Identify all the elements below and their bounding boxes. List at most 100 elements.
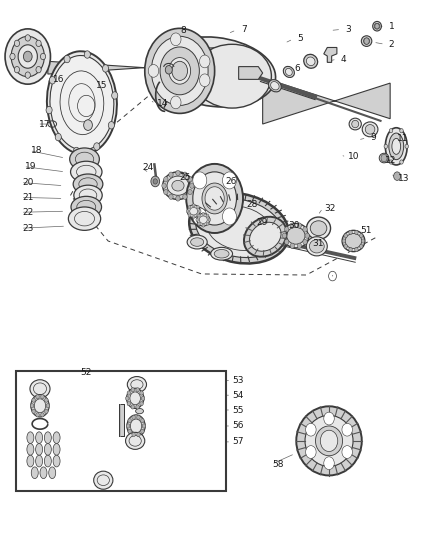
Text: 55: 55: [233, 406, 244, 415]
Ellipse shape: [71, 196, 102, 217]
Circle shape: [141, 396, 145, 400]
Circle shape: [208, 218, 211, 221]
Circle shape: [375, 23, 379, 29]
Text: 19: 19: [25, 162, 36, 171]
Circle shape: [192, 215, 195, 219]
Circle shape: [84, 51, 90, 58]
Ellipse shape: [53, 443, 60, 455]
Circle shape: [153, 179, 157, 184]
Text: 56: 56: [233, 422, 244, 431]
Circle shape: [186, 209, 189, 213]
Ellipse shape: [49, 467, 56, 479]
Ellipse shape: [286, 68, 292, 76]
Text: 51: 51: [360, 226, 371, 235]
Circle shape: [342, 446, 353, 458]
Text: 52: 52: [81, 368, 92, 377]
Circle shape: [41, 394, 44, 399]
Polygon shape: [158, 47, 254, 56]
Ellipse shape: [127, 415, 145, 437]
Circle shape: [360, 233, 363, 238]
Circle shape: [183, 172, 187, 177]
Circle shape: [344, 244, 347, 248]
Circle shape: [198, 222, 200, 225]
Text: 8: 8: [180, 27, 186, 36]
Circle shape: [148, 64, 159, 77]
Ellipse shape: [389, 133, 404, 160]
Circle shape: [36, 67, 41, 73]
Ellipse shape: [167, 176, 189, 195]
Ellipse shape: [196, 199, 283, 257]
Ellipse shape: [27, 455, 34, 467]
Text: 17: 17: [39, 119, 50, 128]
Ellipse shape: [68, 207, 101, 230]
Text: 25: 25: [179, 173, 191, 182]
Ellipse shape: [197, 213, 210, 226]
Text: 24: 24: [143, 163, 154, 172]
Circle shape: [223, 172, 237, 189]
Circle shape: [18, 45, 37, 68]
Circle shape: [32, 409, 35, 414]
Ellipse shape: [130, 392, 141, 405]
Circle shape: [131, 387, 134, 392]
Ellipse shape: [309, 240, 324, 253]
Circle shape: [303, 239, 307, 245]
Ellipse shape: [126, 432, 145, 449]
Circle shape: [305, 233, 309, 238]
Text: 54: 54: [233, 391, 244, 400]
Text: 13: 13: [399, 174, 410, 183]
Circle shape: [25, 35, 30, 41]
Text: 29: 29: [256, 219, 268, 228]
Text: 5: 5: [297, 35, 303, 44]
Circle shape: [132, 432, 135, 437]
Ellipse shape: [44, 443, 51, 455]
Circle shape: [202, 224, 205, 227]
Circle shape: [11, 36, 44, 77]
Ellipse shape: [250, 222, 281, 251]
Circle shape: [14, 40, 20, 46]
Circle shape: [197, 214, 199, 217]
Text: 22: 22: [22, 208, 33, 217]
Circle shape: [188, 176, 192, 182]
Text: 14: 14: [156, 99, 168, 108]
Circle shape: [36, 394, 39, 399]
Circle shape: [188, 206, 191, 209]
Ellipse shape: [349, 118, 361, 130]
Circle shape: [196, 218, 198, 221]
Ellipse shape: [73, 174, 103, 194]
Circle shape: [165, 66, 172, 74]
Circle shape: [131, 405, 134, 409]
Ellipse shape: [50, 55, 114, 150]
Text: 7: 7: [241, 26, 247, 35]
Circle shape: [384, 144, 388, 149]
Circle shape: [389, 128, 393, 133]
Ellipse shape: [70, 148, 99, 170]
Ellipse shape: [305, 415, 353, 466]
Text: 26: 26: [226, 177, 237, 186]
Circle shape: [199, 74, 210, 87]
Circle shape: [112, 92, 118, 99]
Text: 4: 4: [341, 55, 347, 63]
Text: 30: 30: [288, 221, 300, 230]
Circle shape: [320, 430, 338, 451]
Text: 11: 11: [397, 134, 408, 143]
Circle shape: [140, 391, 143, 395]
Text: 18: 18: [31, 146, 42, 155]
Ellipse shape: [186, 164, 243, 233]
Ellipse shape: [296, 406, 362, 475]
Ellipse shape: [127, 388, 144, 408]
Circle shape: [141, 418, 144, 423]
Circle shape: [297, 243, 301, 248]
Text: 20: 20: [22, 178, 33, 187]
Polygon shape: [324, 47, 337, 62]
Ellipse shape: [306, 237, 327, 256]
Ellipse shape: [361, 36, 372, 46]
Circle shape: [136, 387, 139, 392]
Circle shape: [183, 194, 187, 199]
Polygon shape: [239, 67, 263, 79]
Ellipse shape: [74, 185, 102, 205]
Ellipse shape: [374, 23, 380, 29]
Ellipse shape: [379, 154, 389, 163]
Text: 58: 58: [272, 460, 284, 469]
Circle shape: [170, 96, 181, 109]
Circle shape: [188, 189, 192, 195]
